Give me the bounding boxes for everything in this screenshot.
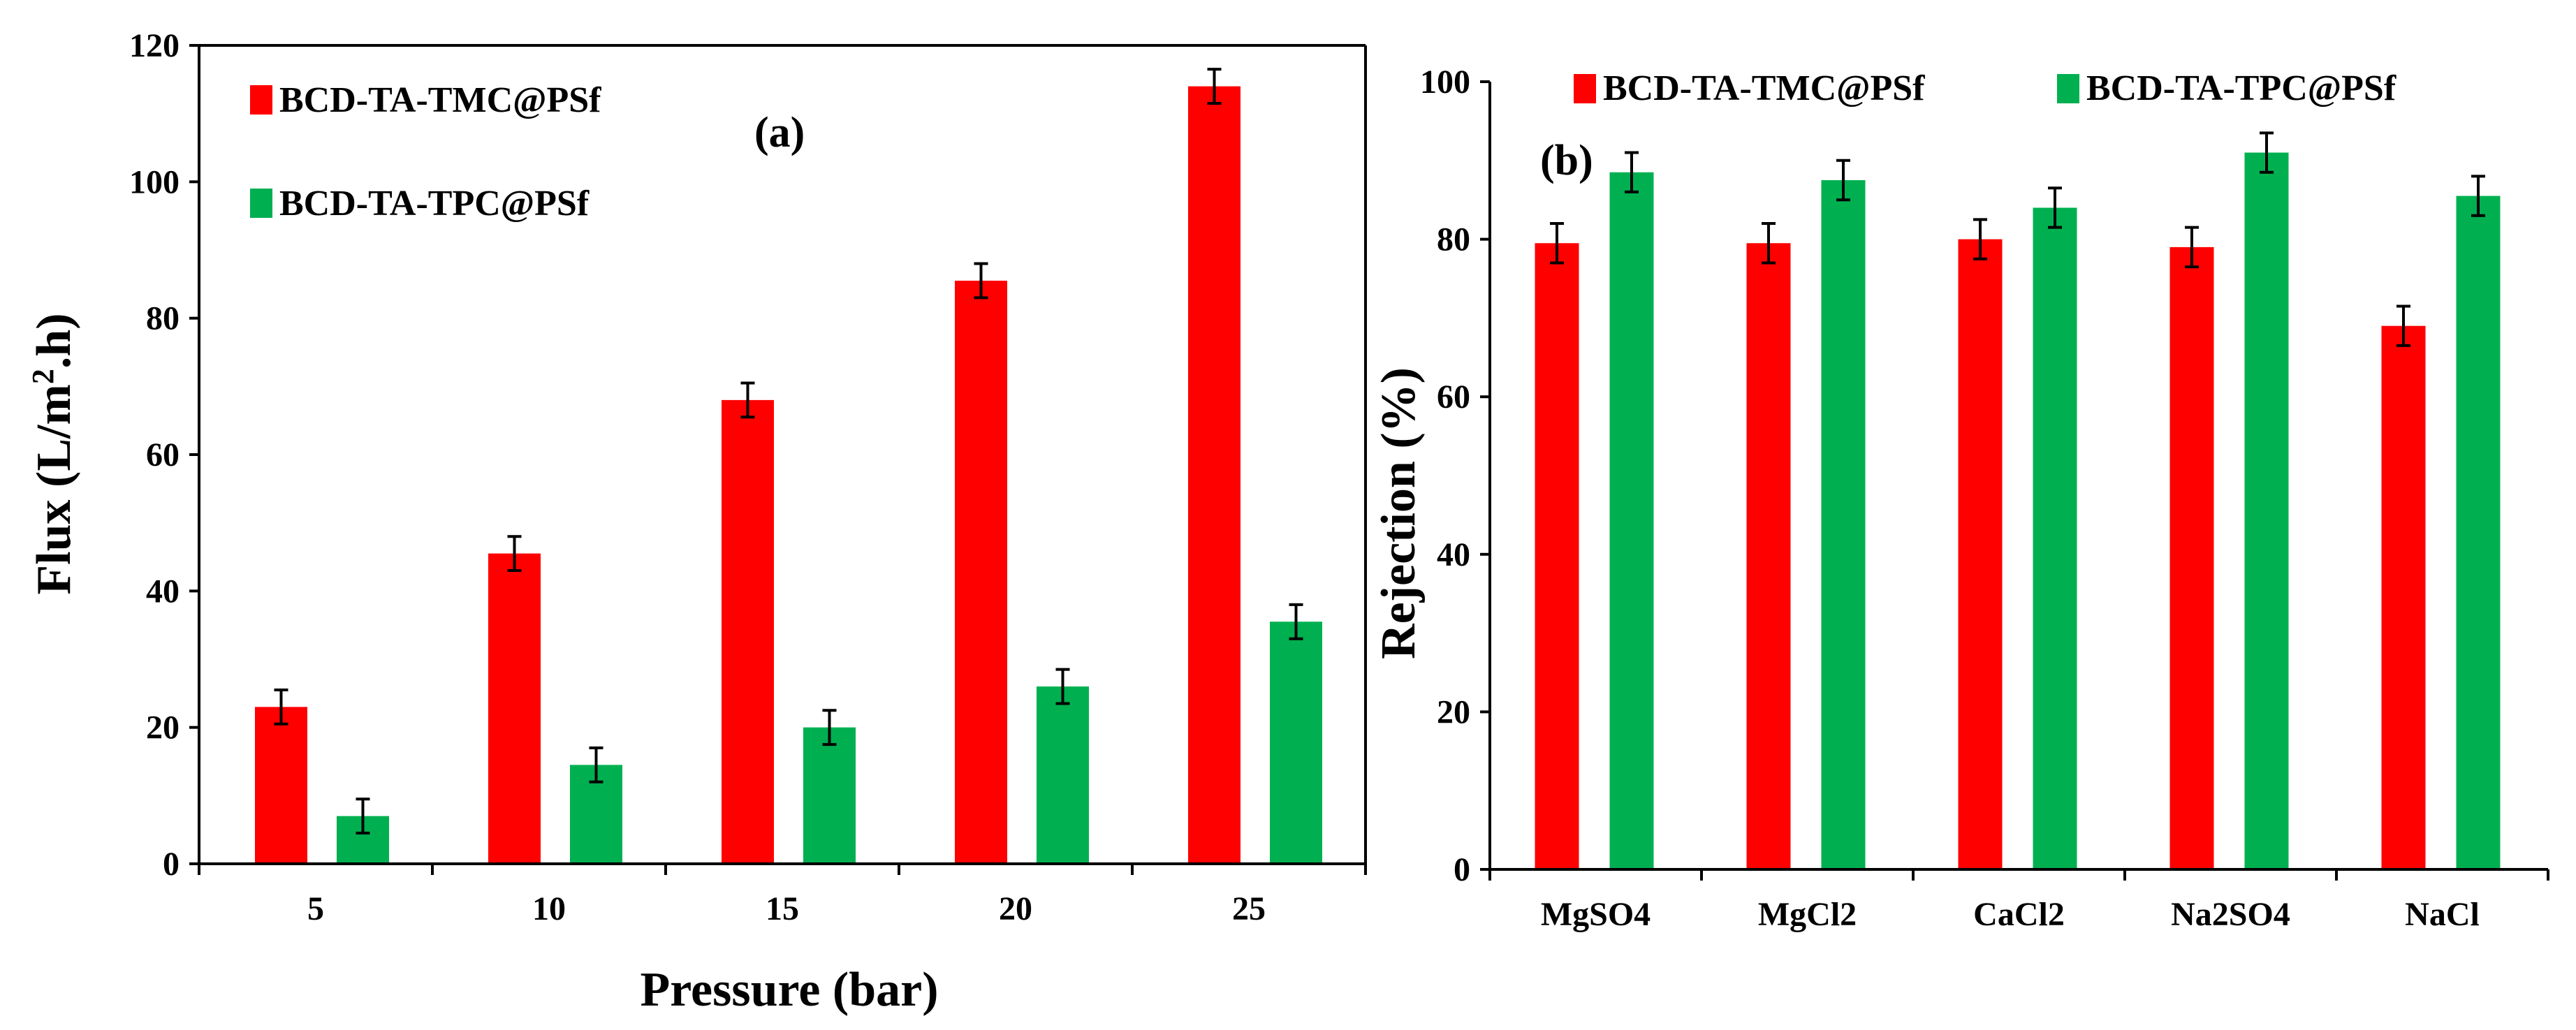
legend-swatch-b-tmc <box>1574 74 1596 103</box>
error-bar-b-s2-mgcl2 <box>1836 159 1850 202</box>
chart-panel-a: (a) 0 20 40 60 80 100 120 5 10 15 20 25 Pressure (b… <box>26 27 1367 1017</box>
y-tick-label-b-60: 60 <box>1437 378 1470 415</box>
error-bar-b-s1-na2so4 <box>2185 226 2199 269</box>
x-tick-label-b-cacl2: CaCl2 <box>1973 896 2065 933</box>
error-bar-b-s1-cacl2 <box>1973 218 1987 260</box>
bar-a-s1-15 <box>722 399 774 864</box>
bar-b-s2-mgcl2 <box>1821 180 1866 869</box>
bar-a-s1-25 <box>1188 86 1241 865</box>
x-tick-label-b-mgso4: MgSO4 <box>1541 896 1651 933</box>
chart-panel-b: (b) 0 20 40 60 80 100 MgSO4 MgCl2 CaCl2 Na2SO4 NaC… <box>1372 64 2549 933</box>
bar-b-s1-nacl <box>2381 325 2426 869</box>
x-tick-label-b-na2so4: Na2SO4 <box>2171 896 2290 933</box>
legend-label-a-tpc: BCD-TA-TPC@PSf <box>279 184 590 223</box>
error-bar-b-s2-na2so4 <box>2260 131 2274 174</box>
bar-a-s2-25 <box>1270 621 1322 864</box>
bar-b-s2-cacl2 <box>2033 207 2077 870</box>
error-bar-a-s1-25 <box>1207 68 1222 105</box>
y-tick-label-b-40: 40 <box>1437 536 1470 573</box>
legend-a: BCD-TA-TMC@PSf BCD-TA-TPC@PSf <box>250 80 601 223</box>
error-bar-a-s2-20 <box>1055 668 1070 705</box>
y-tick-label-a-20: 20 <box>146 709 180 746</box>
error-bar-a-s2-5 <box>356 797 370 835</box>
legend-swatch-a-tpc <box>250 189 272 218</box>
x-tick-label-a-5: 5 <box>307 890 324 927</box>
bar-b-s1-mgcl2 <box>1746 243 1791 869</box>
legend-b: BCD-TA-TMC@PSf BCD-TA-TPC@PSf <box>1574 68 2396 108</box>
error-bar-b-s2-nacl <box>2471 175 2485 217</box>
error-bar-b-s1-mgcl2 <box>1762 222 1776 265</box>
y-tick-label-b-100: 100 <box>1420 64 1470 101</box>
legend-swatch-b-tpc <box>2057 74 2079 103</box>
bar-a-s2-15 <box>803 727 856 864</box>
y-axis-label-a: Flux (L/m2.h) <box>26 313 82 594</box>
x-tick-label-a-10: 10 <box>532 890 566 927</box>
bar-a-s1-10 <box>488 553 541 864</box>
bar-b-s2-mgso4 <box>1609 172 1654 870</box>
error-bar-a-s2-25 <box>1289 603 1303 640</box>
error-bar-a-s2-15 <box>822 709 837 746</box>
panel-label-a: (a) <box>754 109 805 156</box>
error-bar-a-s1-5 <box>274 688 288 726</box>
legend-label-b-tmc: BCD-TA-TMC@PSf <box>1603 68 1925 108</box>
x-axis-label-a: Pressure (bar) <box>640 963 938 1017</box>
x-tick-label-a-20: 20 <box>999 890 1032 927</box>
y-tick-label-a-100: 100 <box>129 163 180 200</box>
y-tick-label-a-40: 40 <box>146 573 180 610</box>
error-bar-b-s2-mgso4 <box>1625 151 1639 193</box>
x-tick-label-a-25: 25 <box>1232 890 1266 927</box>
x-tick-label-a-15: 15 <box>766 890 799 927</box>
legend-label-b-tpc: BCD-TA-TPC@PSf <box>2086 68 2396 108</box>
error-bar-b-s1-nacl <box>2396 304 2410 347</box>
x-tick-label-b-nacl: NaCl <box>2405 896 2480 933</box>
y-axis-label-b: Rejection (%) <box>1372 367 1426 659</box>
error-bar-a-s1-10 <box>507 535 522 573</box>
error-bar-a-s2-10 <box>589 746 603 783</box>
error-bar-b-s2-cacl2 <box>2048 186 2062 229</box>
error-bar-a-s1-15 <box>740 381 755 419</box>
y-tick-label-a-120: 120 <box>129 27 180 64</box>
bar-b-s1-cacl2 <box>1958 239 2003 870</box>
y-tick-label-b-0: 0 <box>1454 851 1470 888</box>
bar-b-s2-na2so4 <box>2244 152 2289 869</box>
y-tick-label-a-0: 0 <box>163 846 180 883</box>
y-tick-label-b-80: 80 <box>1437 221 1470 258</box>
y-tick-label-a-60: 60 <box>146 436 180 473</box>
error-bar-b-s1-mgso4 <box>1550 222 1564 265</box>
panel-label-b: (b) <box>1540 137 1593 184</box>
y-tick-label-a-80: 80 <box>146 300 180 337</box>
bar-a-s1-5 <box>255 707 307 864</box>
bar-b-s2-nacl <box>2456 196 2501 869</box>
x-tick-label-b-mgcl2: MgCl2 <box>1758 896 1857 933</box>
bar-a-s1-20 <box>955 280 1007 864</box>
error-bar-a-s1-20 <box>974 262 988 300</box>
legend-swatch-a-tmc <box>250 85 272 115</box>
bar-b-s1-mgso4 <box>1535 243 1579 869</box>
bar-a-s2-20 <box>1037 686 1089 864</box>
y-tick-label-b-20: 20 <box>1437 693 1470 730</box>
bar-b-s1-na2so4 <box>2169 247 2214 869</box>
legend-label-a-tmc: BCD-TA-TMC@PSf <box>279 80 601 120</box>
